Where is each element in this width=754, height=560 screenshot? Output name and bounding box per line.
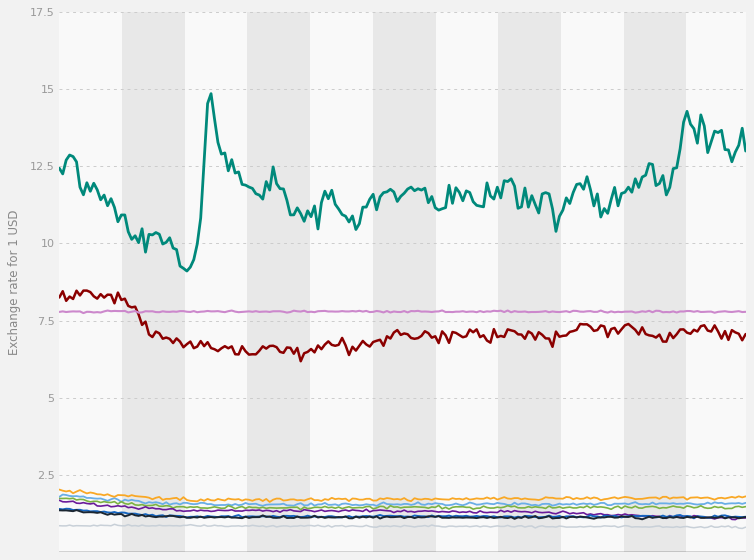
Bar — [185, 12, 247, 552]
Bar — [561, 12, 624, 552]
Bar — [60, 12, 122, 552]
Bar — [686, 12, 749, 552]
Y-axis label: Exchange rate for 1 USD: Exchange rate for 1 USD — [8, 209, 21, 354]
Bar — [310, 12, 372, 552]
Bar — [436, 12, 498, 552]
